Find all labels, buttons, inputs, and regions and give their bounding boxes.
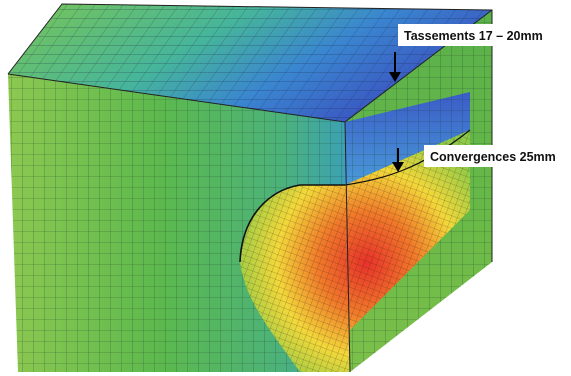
fem-figure: Tassements 17 – 20mm Convergences 25mm xyxy=(0,0,571,376)
settlement-label: Tassements 17 – 20mm xyxy=(404,29,543,43)
page: Tassements 17 – 20mm Convergences 25mm (… xyxy=(0,0,571,376)
convergence-label: Convergences 25mm xyxy=(430,150,556,164)
